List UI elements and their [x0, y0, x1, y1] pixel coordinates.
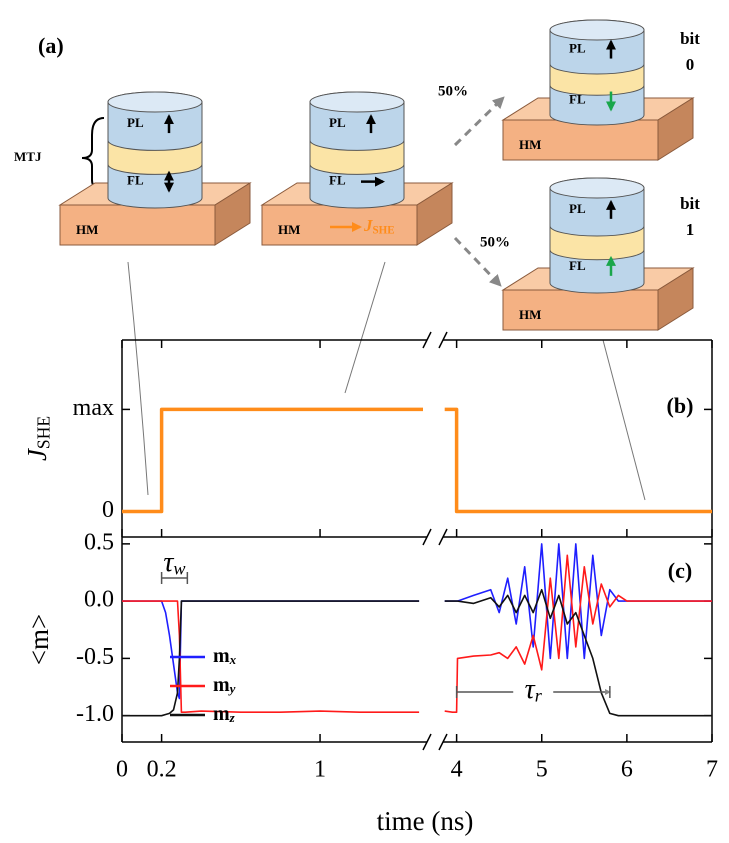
x-axis-label: time (ns) [377, 806, 474, 836]
x-tick-label: 0.2 [147, 757, 177, 783]
axis-break [422, 528, 432, 546]
connector [127, 261, 149, 496]
devices: HM PL FL HM JSHE PL FL HM PL FL HM PL FL [58, 19, 695, 331]
brace [81, 117, 105, 191]
layer-top [549, 19, 645, 41]
y-tick-label: 0.5 [84, 529, 114, 555]
y-tick-label: -1.0 [76, 701, 114, 727]
bit-label: bit [680, 194, 700, 213]
layer-top [107, 91, 203, 113]
axis-break [438, 331, 448, 349]
series-line [444, 407, 712, 514]
slab-side [657, 267, 694, 331]
y-tick-label: max [73, 395, 114, 421]
fl-label: FL [569, 258, 586, 273]
x-tick-label: 5 [536, 757, 548, 783]
panel-label: (a) [38, 33, 64, 58]
slab-side [214, 182, 251, 246]
axis-break [422, 733, 432, 751]
pl-label: PL [569, 201, 586, 216]
x-tick-label: 6 [621, 757, 633, 783]
connector [602, 339, 646, 501]
connector [344, 261, 386, 394]
probability: 50% [438, 83, 468, 99]
pl-label: PL [329, 115, 346, 130]
dashed-arrow [453, 96, 505, 147]
axis-break [438, 528, 448, 546]
device: HM JSHE PL FL [260, 91, 454, 246]
y-axis-label: JSHE [22, 416, 53, 461]
series-line [122, 407, 423, 514]
x-tick-label: 4 [451, 757, 463, 783]
panel-label: (c) [668, 558, 692, 583]
plot: 0 0.2 1 4 5 6 7 time (ns) 0 max (b) JSHE -1.0 -0.5 0.0… [22, 331, 718, 836]
series-line [122, 600, 420, 713]
y-tick-label: -0.5 [76, 644, 114, 670]
legend-label: mx [213, 645, 237, 667]
hm-label: HM [519, 137, 541, 152]
slab-side [416, 182, 453, 246]
device: HM PL FL [501, 177, 695, 331]
device: HM PL FL [501, 19, 695, 161]
layer-top [309, 91, 405, 113]
hm-label: HM [76, 222, 98, 237]
mtj-label: MTJ [14, 149, 42, 164]
axis-break [438, 733, 448, 751]
probability: 50% [480, 234, 510, 250]
pl-label: PL [127, 115, 144, 130]
bit-value: 1 [686, 220, 695, 239]
x-tick-label: 7 [706, 757, 718, 783]
device: HM PL FL [58, 91, 252, 246]
series-line [122, 600, 420, 717]
series-line [444, 588, 712, 717]
label-bg [513, 674, 554, 710]
interval-label: τw [163, 547, 185, 578]
hm-label: HM [519, 307, 541, 322]
y-axis-label: <m> [24, 614, 54, 665]
series-line [444, 543, 712, 660]
axis-break [422, 331, 432, 349]
slab-front [261, 204, 418, 246]
series-line [122, 600, 420, 700]
pl-label: PL [569, 41, 586, 56]
series-line [444, 554, 712, 713]
slab-side [657, 97, 694, 161]
y-tick-label: 0.0 [84, 587, 114, 613]
hm-label: HM [278, 222, 300, 237]
fl-label: FL [329, 173, 346, 188]
slab-front [59, 204, 216, 246]
panel-label: (b) [667, 393, 694, 418]
y-tick-label: 0 [102, 497, 114, 523]
bit-value: 0 [686, 55, 695, 74]
interval-label: τr [525, 674, 543, 705]
slab-front [502, 289, 659, 331]
current-label: JSHE [363, 216, 395, 236]
fl-label: FL [127, 173, 144, 188]
legend-label: mz [213, 703, 236, 725]
legend-label: my [213, 674, 236, 696]
bit-label: bit [680, 29, 700, 48]
x-tick-label: 0 [116, 757, 128, 783]
fl-label: FL [569, 92, 586, 107]
layer-top [549, 177, 645, 199]
x-tick-label: 1 [314, 757, 326, 783]
dashed-arrow [453, 236, 502, 287]
